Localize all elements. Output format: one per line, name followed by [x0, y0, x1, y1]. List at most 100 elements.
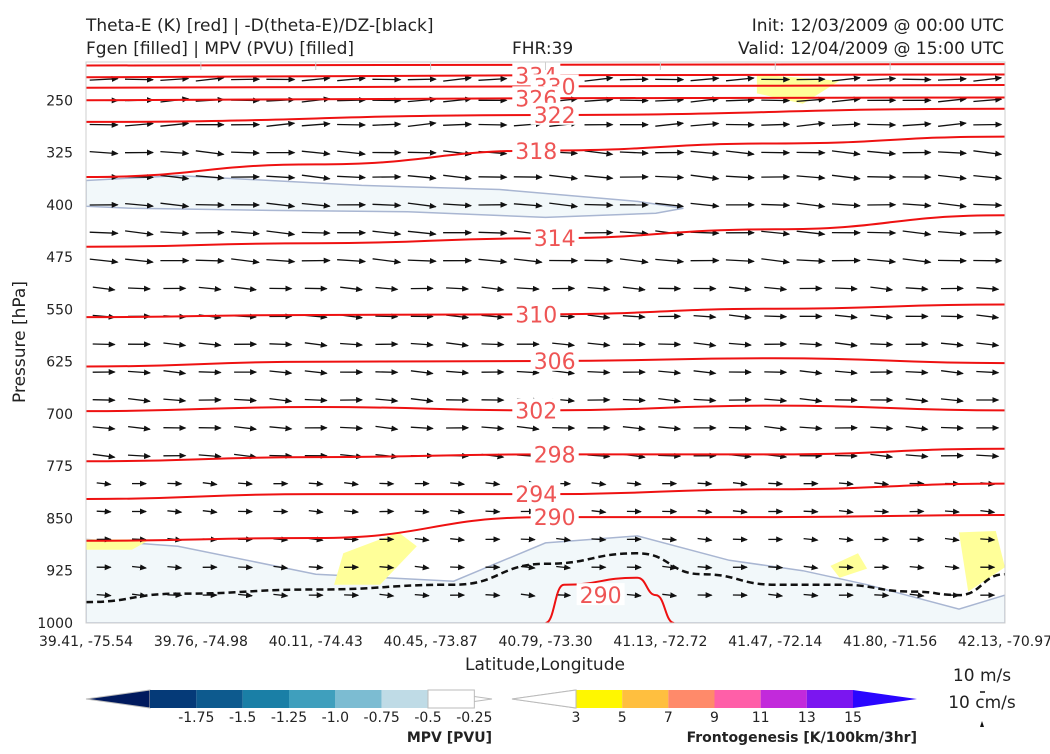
wind-vector	[768, 567, 782, 568]
x-tick-label: 41.13, -72.72	[613, 634, 707, 650]
wind-vector	[521, 539, 535, 540]
wind-vector	[302, 232, 330, 233]
wind-vector	[658, 455, 680, 456]
y-tick-label: 475	[46, 250, 73, 266]
reference-vertical-arrow	[980, 721, 984, 727]
title-line-1: Theta-E (K) [red] | -D(theta-E)/DZ-[blac…	[85, 16, 434, 36]
wind-vector	[486, 511, 500, 512]
wind-vector	[415, 511, 429, 512]
wind-vector	[486, 595, 500, 596]
wind-vector	[128, 288, 150, 289]
mpv-colorbar-tick: -0.25	[456, 710, 492, 726]
wind-vector	[867, 177, 895, 178]
wind-vector	[556, 595, 570, 596]
colorbar-segment	[196, 690, 242, 708]
wind-vector	[93, 344, 115, 345]
wind-vector	[761, 204, 789, 205]
y-tick-label: 400	[46, 198, 73, 214]
fgen-colorbar-tick: 13	[798, 710, 816, 726]
x-tick-label: 39.76, -74.98	[154, 634, 248, 650]
wind-vector	[768, 483, 782, 484]
y-tick-label: 1000	[37, 616, 73, 632]
wind-vector	[658, 344, 680, 345]
title-line-2: Fgen [filled] | MPV (PVU) [filled]	[86, 39, 354, 59]
fgen-colorbar-tick: 9	[710, 710, 719, 726]
theta-e-label-322: 322	[534, 104, 576, 129]
mpv-colorbar-label: MPV [PVU]	[407, 730, 492, 746]
theta-e-label-306: 306	[534, 350, 576, 375]
x-axis-label: Latitude,Longitude	[465, 655, 625, 675]
reference-w-label: 10 cm/s	[948, 693, 1016, 713]
frontogenesis-colorbar-label: Frontogenesis [K/100km/3hr]	[687, 730, 917, 746]
wind-vector	[835, 456, 857, 457]
wind-vector	[941, 428, 963, 429]
theta-e-label-310: 310	[515, 303, 557, 328]
y-tick-label: 700	[46, 407, 73, 423]
fgen-colorbar-tick: 15	[844, 710, 862, 726]
mpv-colorbar-tick: -0.75	[364, 710, 400, 726]
valid-time: Valid: 12/04/2009 @ 15:00 UTC	[738, 39, 1004, 59]
colorbar-segment	[243, 690, 289, 708]
colorbar-extend-high	[853, 690, 917, 708]
mpv-colorbar-tick: -0.5	[414, 710, 441, 726]
wind-vector	[973, 204, 1001, 205]
wind-vector	[941, 316, 963, 317]
wind-vector	[482, 344, 504, 345]
theta-e-label-290: 290	[534, 506, 576, 531]
wind-vector	[196, 260, 224, 261]
wind-vector	[764, 316, 786, 317]
theta-e-label-294: 294	[515, 483, 557, 508]
x-tick-label: 41.47, -72.14	[728, 634, 822, 650]
colorbar-segment	[668, 690, 714, 708]
colorbar-segment	[715, 690, 761, 708]
forecast-hour: FHR:39	[512, 39, 573, 59]
wind-vector	[620, 79, 648, 80]
mpv-colorbar-tick: -1.25	[271, 710, 307, 726]
colorbar-segment	[289, 690, 335, 708]
colorbar-segment	[335, 690, 381, 708]
x-tick-label: 40.45, -73.87	[384, 634, 478, 650]
colorbar-segment	[622, 690, 668, 708]
colorbar-segment	[150, 690, 196, 708]
theta-e-label-302: 302	[515, 399, 557, 424]
wind-vector	[835, 288, 857, 289]
wind-vector	[238, 567, 252, 568]
mpv-colorbar-tick: -1.0	[322, 710, 349, 726]
fgen-colorbar-tick: 5	[618, 710, 627, 726]
wind-vector	[408, 79, 436, 80]
wind-vector	[337, 125, 365, 126]
wind-vector	[698, 483, 712, 484]
wind-vector	[592, 539, 606, 540]
wind-vector	[761, 124, 789, 125]
fgen-colorbar-tick: 7	[664, 710, 673, 726]
x-tick-label: 41.80, -71.56	[843, 634, 937, 650]
wind-vector	[375, 316, 397, 317]
wind-vector	[309, 483, 323, 484]
wind-vector	[479, 125, 507, 126]
x-tick-label: 39.41, -75.54	[39, 634, 133, 650]
x-tick-label: 42.13, -70.97	[958, 634, 1050, 650]
wind-vector	[620, 100, 648, 101]
y-tick-label: 550	[46, 302, 73, 318]
wind-vector	[867, 124, 895, 125]
wind-vector	[761, 100, 789, 101]
wind-vector	[450, 567, 464, 568]
y-tick-label: 250	[46, 93, 73, 109]
y-tick-label: 925	[46, 564, 73, 580]
colorbar-segment	[807, 690, 853, 708]
init-time: Init: 12/03/2009 @ 00:00 UTC	[752, 16, 1004, 36]
wind-vector	[408, 152, 436, 153]
theta-e-label-314: 314	[534, 227, 576, 252]
y-tick-label: 625	[46, 355, 73, 371]
y-tick-label: 325	[46, 146, 73, 162]
fgen-colorbar-low-outline	[512, 690, 576, 708]
wind-vector	[93, 400, 115, 401]
wind-vector	[552, 428, 574, 429]
reference-speed-label: 10 m/s	[953, 666, 1011, 686]
wind-vector	[375, 372, 397, 373]
colorbar-segment	[761, 690, 807, 708]
wind-vector	[479, 232, 507, 233]
wind-vector	[309, 567, 323, 568]
